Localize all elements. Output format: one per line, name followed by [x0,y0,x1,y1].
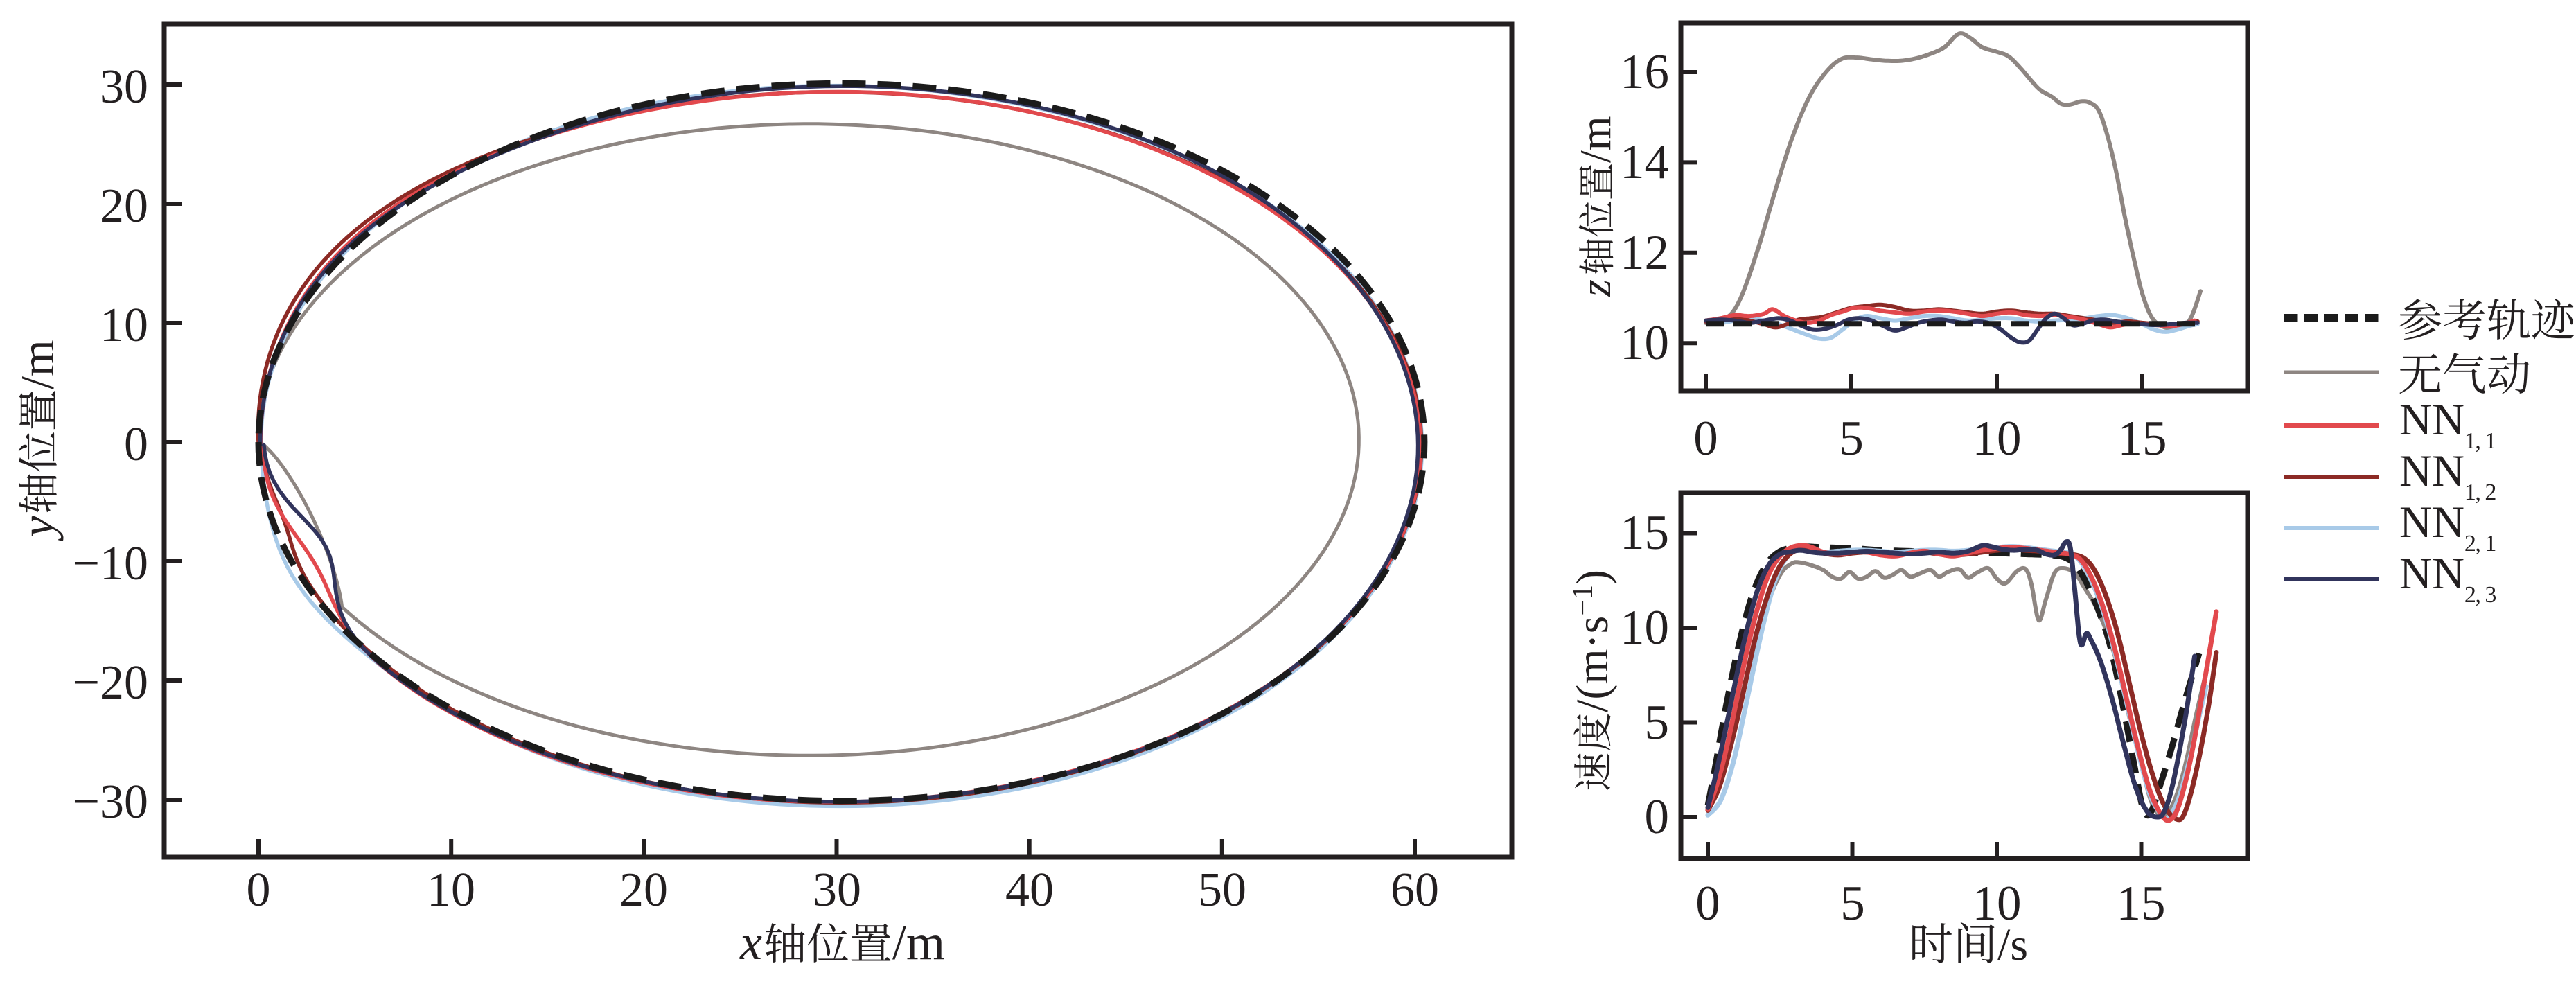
svg-text:/m: /m [11,340,64,389]
svg-text:5: 5 [1839,412,1864,466]
svg-text:z: z [1571,279,1620,297]
svg-text:0: 0 [1695,877,1720,931]
svg-text:15: 15 [1620,506,1669,560]
svg-text:y: y [11,516,64,541]
svg-text:20: 20 [100,179,148,233]
svg-text:20: 20 [619,863,668,917]
svg-text:10: 10 [1973,877,2022,931]
svg-text:10: 10 [1620,601,1669,655]
svg-text:10: 10 [427,863,475,917]
svg-text:16: 16 [1620,45,1669,99]
svg-text:/m: /m [892,915,945,970]
svg-text:/(m·s−1): /(m·s−1) [1567,570,1618,712]
svg-text:−20: −20 [73,656,148,710]
svg-text:/s: /s [1997,920,2028,970]
svg-text:14: 14 [1620,135,1669,189]
svg-text:−30: −30 [73,775,148,829]
svg-text:10: 10 [100,299,148,352]
svg-text:0: 0 [124,418,148,471]
svg-text:0: 0 [247,863,271,917]
svg-text:50: 50 [1198,863,1246,917]
svg-text:5: 5 [1645,696,1670,750]
svg-text:15: 15 [2117,877,2166,931]
svg-text:5: 5 [1840,877,1865,931]
svg-text:30: 30 [100,60,148,114]
svg-text:0: 0 [1645,790,1670,844]
svg-text:60: 60 [1391,863,1439,917]
svg-text:−10: −10 [73,537,148,590]
svg-text:10: 10 [1973,412,2022,466]
svg-text:10: 10 [1620,316,1669,370]
svg-text:12: 12 [1620,226,1669,280]
svg-text:15: 15 [2118,412,2167,466]
svg-text:40: 40 [1005,863,1054,917]
svg-text:0: 0 [1693,412,1718,466]
svg-text:30: 30 [813,863,861,917]
svg-text:x: x [739,915,762,970]
svg-text:/m: /m [1571,116,1620,163]
